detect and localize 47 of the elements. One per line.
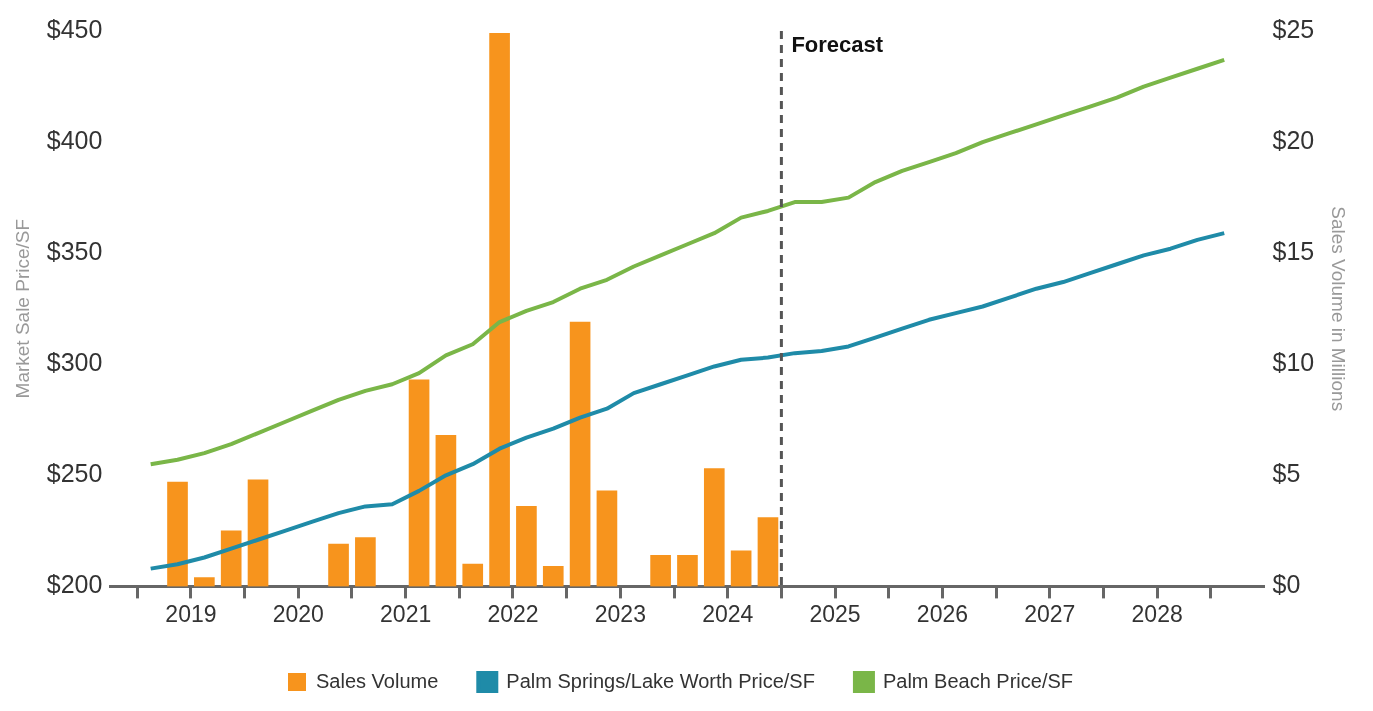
- bar: [194, 577, 215, 587]
- y-tick-label: $200: [46, 570, 103, 599]
- x-tick-label: 2026: [916, 600, 969, 627]
- bar: [730, 550, 752, 587]
- x-tick-label: 2024: [702, 600, 754, 627]
- x-tick-label: 2027: [1024, 600, 1076, 627]
- bar: [167, 481, 188, 587]
- bar: [516, 506, 537, 587]
- x-tick-label: 2028: [1131, 600, 1183, 627]
- bar: [596, 490, 618, 587]
- x-tick-label: 2021: [380, 600, 432, 627]
- bar: [757, 517, 779, 587]
- bar: [355, 537, 376, 587]
- bar: [542, 566, 564, 587]
- x-tick-label: 2020: [272, 600, 324, 627]
- x-tick-label: 2025: [809, 600, 861, 627]
- ref-line-label: Forecast: [791, 32, 884, 58]
- bar: [408, 379, 430, 587]
- bar: [703, 468, 725, 587]
- legend-label: Palm Beach Price/SF: [882, 669, 1074, 692]
- y2-tick-label: $25: [1272, 14, 1315, 43]
- y-axis-title: Market Sale Price/SF: [11, 218, 33, 399]
- bar: [677, 554, 698, 587]
- legend-label: Palm Springs/Lake Worth Price/SF: [506, 669, 815, 692]
- x-tick-label: 2023: [594, 600, 646, 627]
- bar: [220, 530, 242, 587]
- y-tick-label: $250: [46, 459, 103, 488]
- x-tick-label: 2022: [487, 600, 539, 627]
- y2-tick-label: $10: [1272, 348, 1315, 377]
- x-tick-label: 2019: [165, 600, 217, 627]
- y2-tick-label: $20: [1272, 125, 1315, 154]
- y-tick-label: $300: [46, 348, 103, 377]
- bar: [650, 554, 671, 587]
- y-tick-label: $450: [46, 14, 103, 43]
- legend-label: Sales Volume: [316, 669, 439, 692]
- y-tick-label: $350: [46, 237, 103, 266]
- bar: [489, 32, 510, 587]
- bar: [435, 435, 457, 587]
- y2-tick-label: $0: [1272, 570, 1301, 599]
- bar: [462, 563, 484, 587]
- bar: [569, 321, 591, 587]
- y2-axis-title: Sales Volume in Millions: [1328, 206, 1350, 412]
- bar: [247, 479, 269, 587]
- y-tick-label: $400: [46, 125, 103, 154]
- y2-tick-label: $15: [1272, 237, 1315, 266]
- bar: [328, 543, 349, 587]
- y2-tick-label: $5: [1272, 459, 1301, 488]
